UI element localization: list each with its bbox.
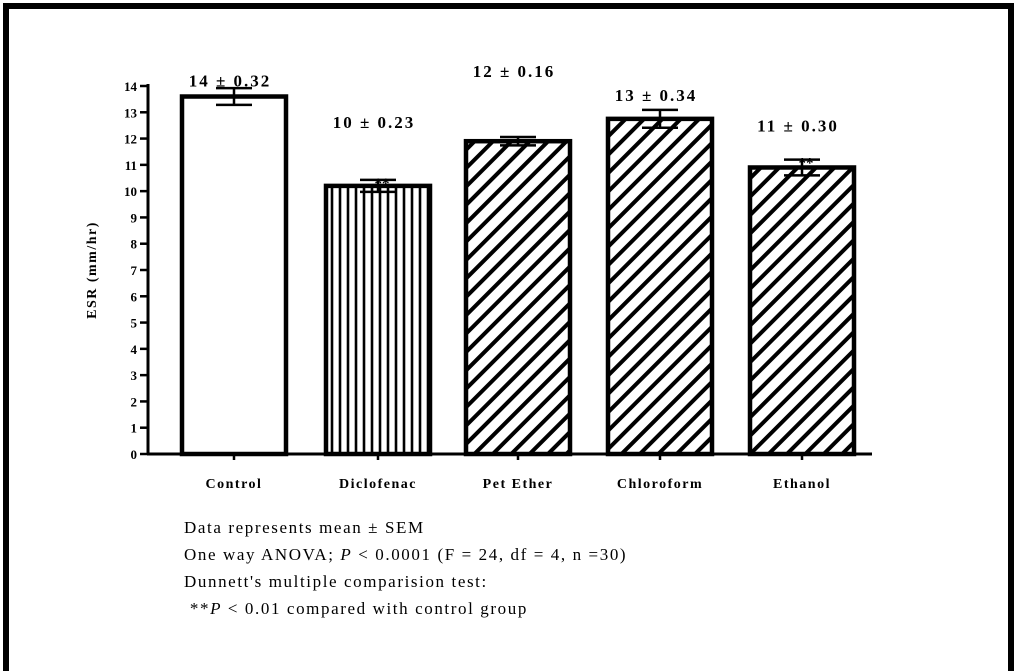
x-tick-label-2: Pet Ether: [483, 477, 554, 492]
y-axis-label: ESR (mm/hr): [85, 221, 100, 319]
bar-4: [747, 165, 857, 457]
note-anova-prefix: One way ANOVA;: [184, 545, 341, 564]
note-mean-sem: Data represents mean ± SEM: [184, 518, 425, 537]
data-label-1: 10 ± 0.23: [333, 113, 416, 132]
labels: Control 14 ± 0.32 Diclofenac 10 ± 0.23 ** Pet…: [189, 62, 839, 492]
bar-3: [605, 116, 715, 457]
y-tick-label-3: 3: [131, 368, 138, 383]
note-line-1: Data represents mean ± SEM: [184, 514, 627, 541]
y-tick-label-2: 2: [131, 394, 138, 409]
note-anova-p: P: [340, 545, 353, 564]
significance-marker-4: **: [799, 156, 814, 172]
y-tick-label-7: 7: [131, 263, 138, 278]
data-label-4: 11 ± 0.30: [757, 116, 839, 135]
bars: [179, 86, 857, 457]
significance-marker-1: **: [375, 176, 390, 192]
y-tick-label-5: 5: [131, 316, 138, 331]
bar-1: [323, 183, 433, 457]
y-tick-label-4: 4: [131, 342, 138, 357]
y-tick-label-1: 1: [131, 421, 138, 436]
x-tick-label-4: Ethanol: [773, 477, 831, 492]
note-line-4: **P < 0.01 compared with control group: [184, 595, 627, 622]
x-tick-label-0: Control: [206, 477, 263, 492]
note-sig-suffix: < 0.01 compared with control group: [222, 599, 528, 618]
chart-frame: [3, 3, 1014, 671]
y-tick-label-13: 13: [124, 105, 138, 120]
y-tick-label-6: 6: [131, 289, 138, 304]
data-label-0: 14 ± 0.32: [189, 72, 272, 91]
notes: Data represents mean ± SEM One way ANOVA…: [184, 514, 627, 622]
bar-0: [179, 94, 289, 457]
y-tick-label-0: 0: [131, 447, 138, 462]
x-tick-label-1: Diclofenac: [339, 477, 417, 492]
x-tick-label-3: Chloroform: [617, 477, 703, 492]
data-label-3: 13 ± 0.34: [615, 86, 698, 105]
bar-2: [463, 138, 573, 457]
y-tick-label-10: 10: [124, 184, 137, 199]
data-label-2: 12 ± 0.16: [473, 62, 556, 81]
note-line-2: One way ANOVA; P < 0.0001 (F = 24, df = …: [184, 541, 627, 568]
y-tick-label-12: 12: [124, 132, 137, 147]
note-anova-suffix: < 0.0001 (F = 24, df = 4, n =30): [352, 545, 628, 564]
y-tick-label-14: 14: [124, 79, 138, 94]
note-dunnett: Dunnett's multiple comparision test:: [184, 572, 488, 591]
note-sig-prefix: **: [189, 599, 211, 618]
note-line-3: Dunnett's multiple comparision test:: [184, 568, 627, 595]
note-sig-p: P: [210, 599, 223, 618]
y-tick-label-9: 9: [131, 210, 138, 225]
y-tick-label-8: 8: [131, 237, 138, 252]
y-tick-label-11: 11: [125, 158, 137, 173]
